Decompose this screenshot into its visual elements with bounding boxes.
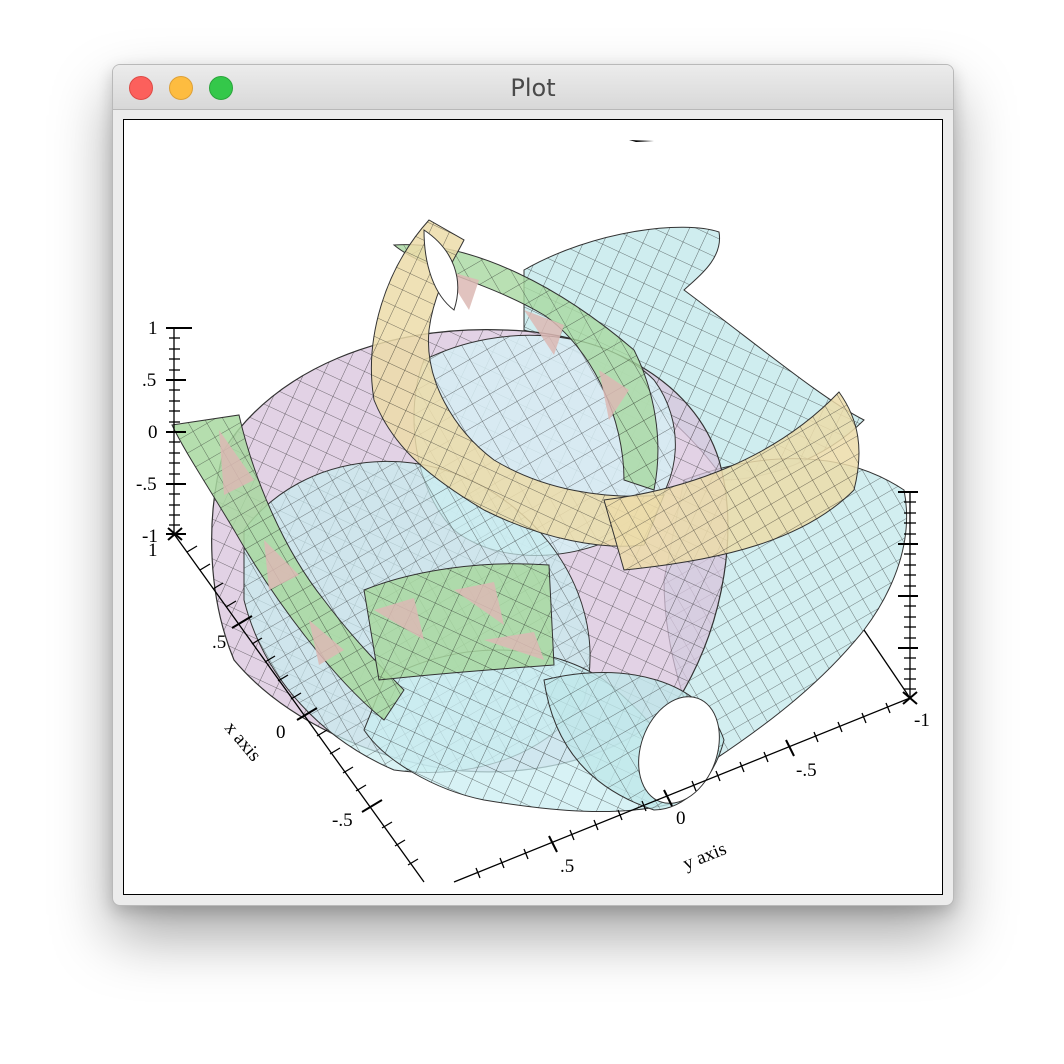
y-axis-label: y axis	[680, 838, 729, 874]
title-bar[interactable]: Plot	[113, 65, 953, 110]
plot-canvas[interactable]: 1 .5 0 -.5 -1 1 .5 0 -	[123, 119, 943, 895]
z-axis	[166, 327, 192, 541]
z-tick-half: .5	[142, 370, 156, 391]
window-title: Plot	[510, 74, 556, 102]
z-tick-1: 1	[148, 318, 158, 339]
x-tick-half: .5	[212, 632, 226, 653]
x-tick-neg-half: -.5	[332, 810, 353, 831]
y-tick-neg-half: -.5	[796, 760, 817, 781]
surface-top-fragment	[629, 140, 654, 142]
z-tick-neg-1: -1	[142, 526, 158, 547]
y-tick-half: .5	[560, 856, 574, 877]
plot-window: Plot	[112, 64, 954, 906]
close-icon[interactable]	[129, 76, 153, 100]
x-tick-1: 1	[148, 540, 158, 561]
zoom-icon[interactable]	[209, 76, 233, 100]
x-axis-label: x axis	[220, 718, 265, 766]
surface-hole	[638, 696, 720, 804]
z-tick-0: 0	[148, 422, 158, 443]
surface-group	[171, 140, 908, 813]
z-tick-neg-half: -.5	[136, 474, 157, 495]
plot-svg[interactable]: 1 .5 0 -.5 -1 1 .5 0 -	[124, 120, 942, 894]
x-tick-0: 0	[276, 722, 286, 743]
y-tick-0: 0	[676, 808, 686, 829]
minimize-icon[interactable]	[169, 76, 193, 100]
z-axis-right	[863, 491, 918, 699]
x-axis	[173, 533, 425, 883]
y-tick-neg-1: -1	[914, 710, 930, 731]
